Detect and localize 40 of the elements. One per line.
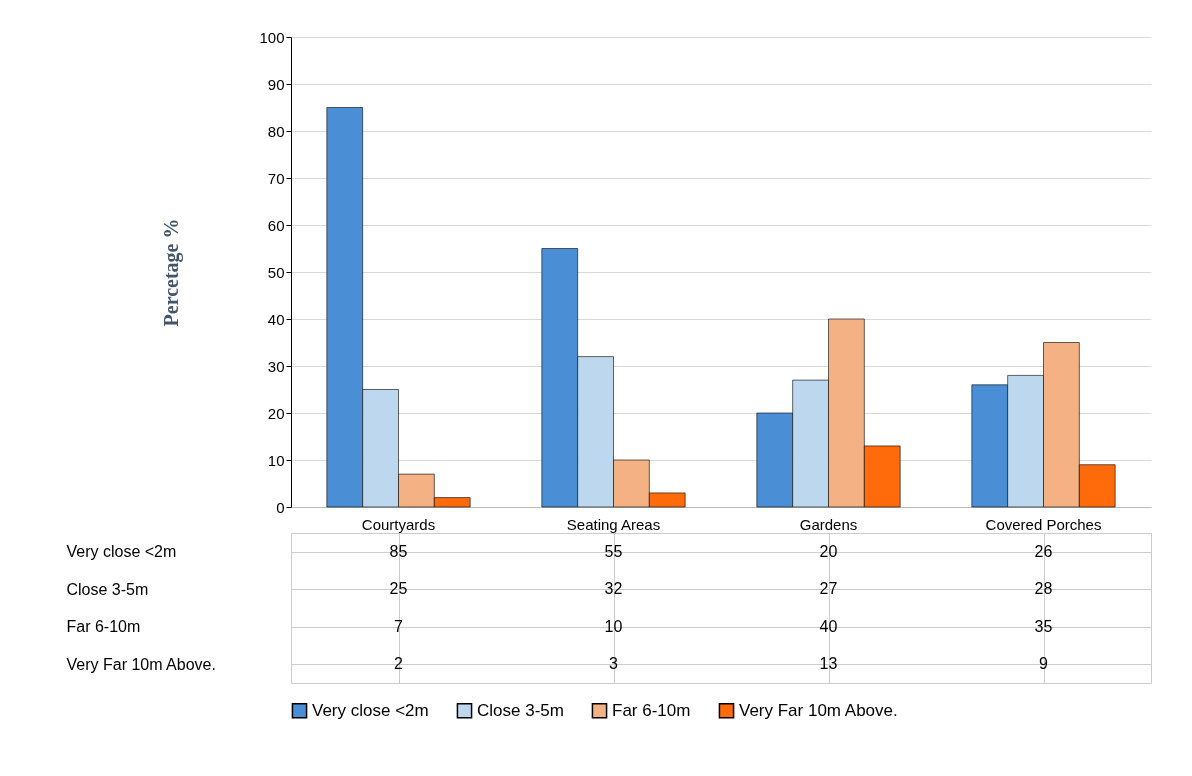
x-tick-label: Courtyards [361, 515, 436, 533]
data-label: 13 [819, 655, 838, 673]
data-label: 26 [1034, 542, 1053, 560]
y-tick-label: 70 [267, 169, 285, 187]
x-tick-label: Covered Porches [985, 515, 1102, 533]
y-tick-label: 10 [267, 451, 285, 469]
y-tick-label: 40 [267, 310, 285, 328]
y-tick-label: 100 [259, 28, 285, 46]
legend-label: Far 6-10m [612, 700, 691, 720]
data-label: 7 [394, 617, 404, 635]
data-label: 32 [604, 580, 623, 598]
legend-label: Very close <2m [312, 700, 429, 720]
y-tick-label: 20 [267, 404, 285, 422]
y-axis-title: Percetage % [159, 218, 183, 327]
x-tick-label: Gardens [799, 515, 858, 533]
data-label: 10 [604, 617, 623, 635]
data-label: 25 [389, 580, 408, 598]
y-tick-label: 0 [276, 498, 285, 516]
text: Close 3-5m [66, 580, 149, 598]
data-label: 27 [819, 580, 838, 598]
legend-label: Very Far 10m Above. [739, 700, 898, 720]
y-tick-label: 50 [267, 263, 285, 281]
data-label: 28 [1034, 580, 1053, 598]
data-label: 55 [604, 542, 623, 560]
data-label: 3 [609, 655, 619, 673]
data-label: 2 [394, 655, 404, 673]
data-label: 9 [1039, 655, 1049, 673]
data-label: 85 [389, 542, 408, 560]
y-tick-label: 90 [267, 75, 285, 93]
x-tick-label: Seating Areas [566, 515, 661, 533]
data-label: 20 [819, 542, 838, 560]
text: Far 6-10m [66, 618, 141, 636]
data-label: 35 [1034, 617, 1053, 635]
text: Very Far 10m Above. [66, 655, 216, 673]
data-label: 40 [819, 617, 838, 635]
text: Very close <2m [66, 543, 177, 561]
legend-label: Close 3-5m [477, 700, 564, 720]
y-tick-label: 60 [267, 216, 285, 234]
y-tick-label: 30 [267, 357, 285, 375]
y-tick-label: 80 [267, 122, 285, 140]
